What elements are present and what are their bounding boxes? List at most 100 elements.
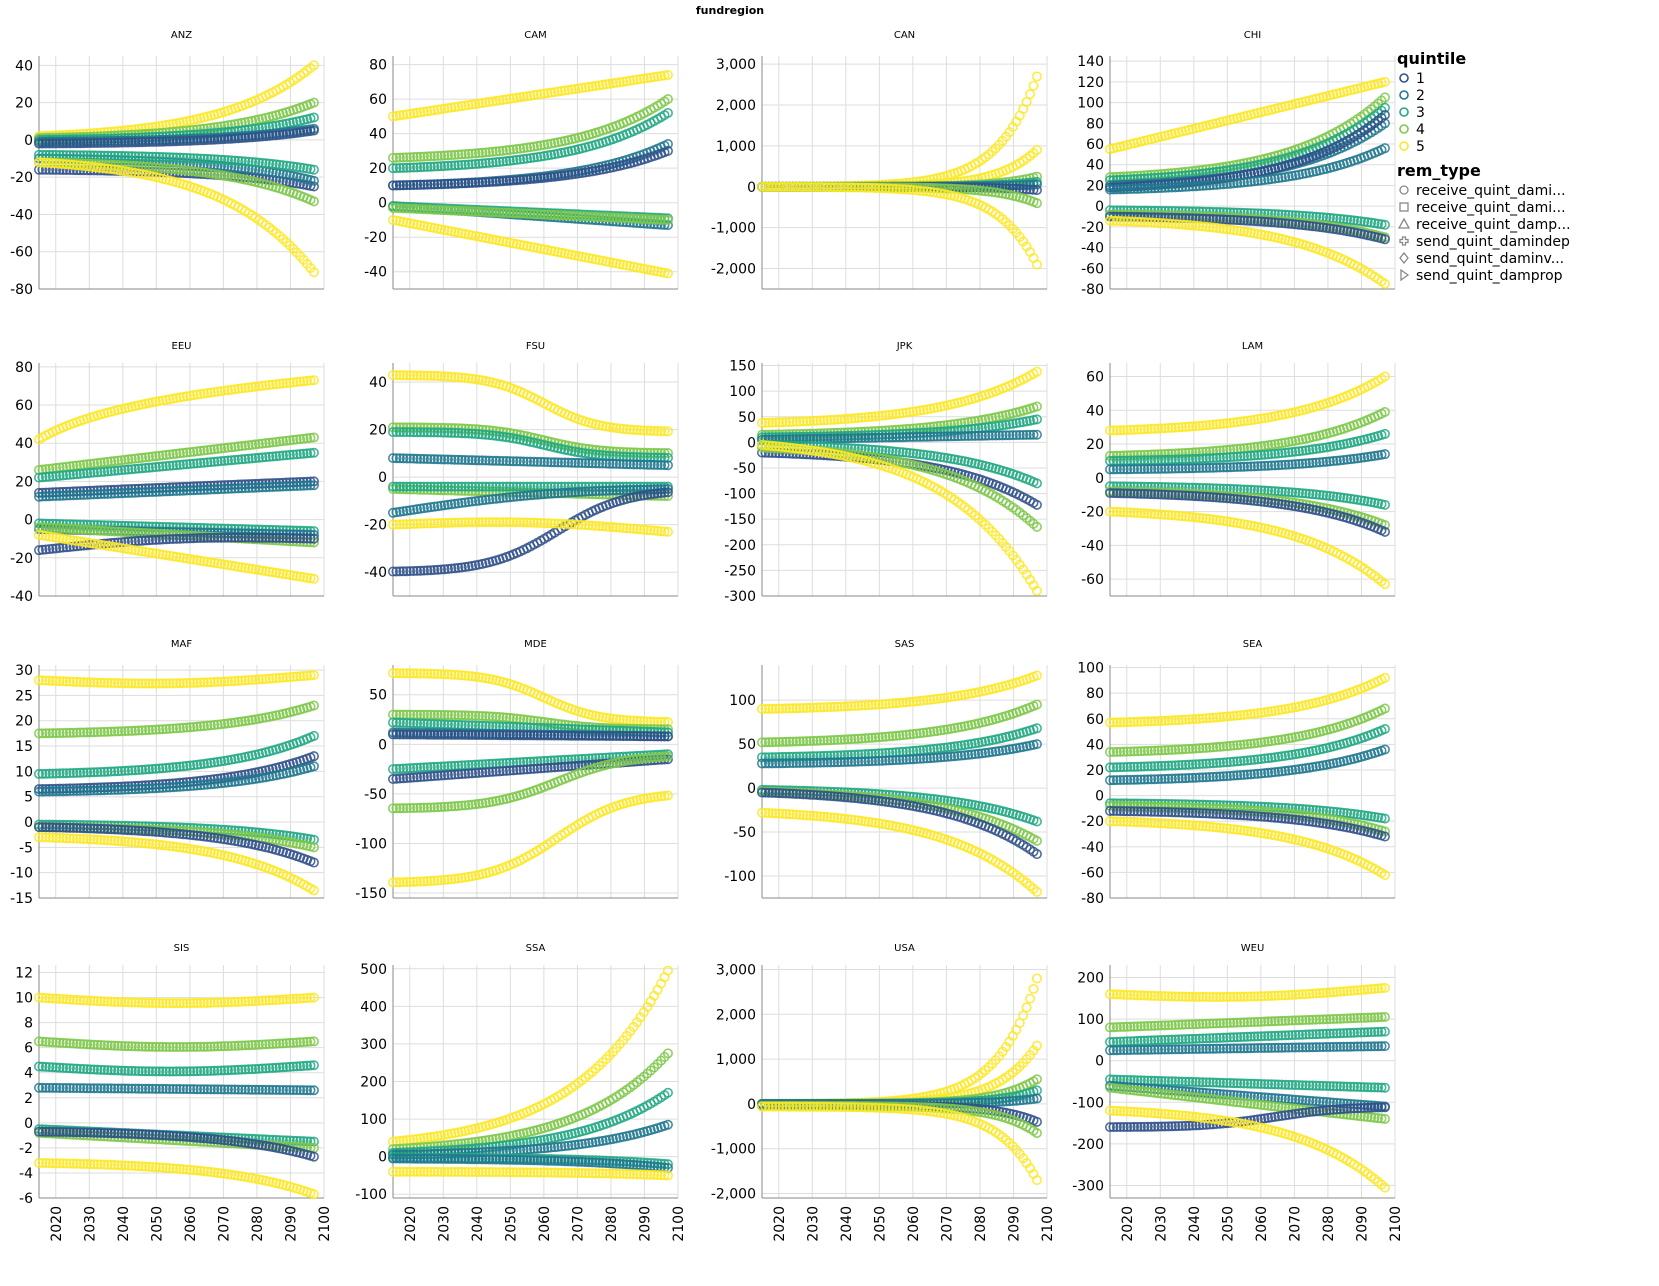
data-point bbox=[250, 157, 261, 168]
data-point bbox=[518, 91, 529, 102]
y-tick-label: -40 bbox=[10, 589, 33, 605]
data-point bbox=[119, 151, 130, 162]
data-point bbox=[473, 158, 484, 169]
data-point bbox=[147, 151, 158, 162]
data-point bbox=[82, 138, 93, 149]
y-tick-label: 2,000 bbox=[716, 98, 756, 114]
data-point bbox=[429, 105, 440, 116]
data-point bbox=[405, 152, 416, 163]
data-point bbox=[642, 73, 653, 84]
data-point bbox=[298, 163, 309, 174]
series-q4 bbox=[387, 202, 673, 225]
data-point bbox=[456, 149, 467, 160]
data-point bbox=[625, 75, 636, 86]
data-point bbox=[418, 106, 429, 117]
data-point bbox=[302, 126, 313, 137]
data-point bbox=[181, 135, 192, 146]
data-point bbox=[497, 94, 508, 105]
data-point bbox=[61, 138, 72, 149]
data-point bbox=[164, 152, 175, 163]
data-point bbox=[491, 157, 502, 168]
y-tick-label: 0 bbox=[747, 180, 756, 196]
y-tick-label: 60 bbox=[369, 92, 387, 108]
data-point bbox=[185, 153, 196, 164]
y-tick-label: 20 bbox=[15, 474, 33, 490]
data-point bbox=[44, 138, 55, 149]
data-point bbox=[195, 167, 206, 178]
data-point bbox=[470, 158, 481, 169]
y-tick-label: -80 bbox=[10, 282, 33, 298]
data-point bbox=[566, 84, 577, 95]
data-point bbox=[597, 79, 608, 90]
data-point bbox=[467, 159, 478, 170]
data-point bbox=[491, 95, 502, 106]
data-point bbox=[185, 135, 196, 146]
data-point bbox=[92, 162, 103, 173]
data-point bbox=[264, 158, 275, 169]
data-point bbox=[247, 157, 258, 168]
data-point bbox=[470, 98, 481, 109]
data-point bbox=[387, 152, 398, 163]
data-point bbox=[288, 161, 299, 172]
y-tick-label: 60 bbox=[1086, 137, 1104, 153]
data-point bbox=[116, 165, 127, 176]
data-point bbox=[391, 163, 402, 174]
data-point bbox=[302, 163, 313, 174]
data-point bbox=[504, 144, 515, 155]
y-tick-label: -150 bbox=[724, 512, 756, 528]
data-point bbox=[442, 150, 453, 161]
data-point bbox=[412, 162, 423, 173]
data-point bbox=[308, 60, 319, 71]
y-tick-label: -80 bbox=[1081, 282, 1104, 298]
data-point bbox=[88, 138, 99, 149]
data-point bbox=[71, 138, 82, 149]
gridlines bbox=[762, 363, 1048, 597]
data-point bbox=[119, 166, 130, 177]
y-tick-label: 3,000 bbox=[716, 57, 756, 73]
data-point bbox=[601, 79, 612, 90]
data-point bbox=[198, 167, 209, 178]
data-point bbox=[449, 160, 460, 171]
data-point bbox=[281, 160, 292, 171]
data-point bbox=[47, 138, 58, 149]
data-point bbox=[583, 81, 594, 92]
y-tick-label: -2,000 bbox=[711, 262, 756, 278]
data-point bbox=[556, 86, 567, 97]
data-point bbox=[205, 134, 216, 145]
data-point bbox=[494, 156, 505, 167]
data-point bbox=[398, 109, 409, 120]
data-point bbox=[473, 148, 484, 159]
y-tick-label: 0 bbox=[1095, 199, 1104, 215]
data-point bbox=[446, 160, 457, 171]
y-tick-label: -40 bbox=[10, 207, 33, 223]
y-tick-label: -60 bbox=[10, 245, 33, 261]
data-point bbox=[508, 144, 519, 155]
y-tick-label: 20 bbox=[1086, 178, 1104, 194]
data-point bbox=[662, 94, 673, 105]
series-q1 bbox=[33, 125, 319, 149]
data-point bbox=[260, 131, 271, 142]
data-point bbox=[68, 138, 79, 149]
data-point bbox=[398, 162, 409, 173]
y-tick-label: 100 bbox=[1077, 96, 1104, 112]
data-point bbox=[446, 102, 457, 113]
data-point bbox=[150, 151, 161, 162]
data-point bbox=[212, 169, 223, 180]
data-point bbox=[174, 164, 185, 175]
data-point bbox=[130, 137, 141, 148]
data-point bbox=[137, 137, 148, 148]
data-point bbox=[168, 152, 179, 163]
data-point bbox=[40, 157, 51, 168]
data-point bbox=[532, 89, 543, 100]
data-point bbox=[267, 159, 278, 170]
data-point bbox=[195, 135, 206, 146]
data-point bbox=[171, 152, 182, 163]
data-point bbox=[288, 128, 299, 139]
data-point bbox=[106, 164, 117, 175]
data-point bbox=[291, 162, 302, 173]
data-point bbox=[126, 151, 137, 162]
y-tick-label: -20 bbox=[10, 551, 33, 567]
y-tick-label: 20 bbox=[369, 161, 387, 177]
data-point bbox=[429, 161, 440, 172]
data-point bbox=[212, 154, 223, 165]
